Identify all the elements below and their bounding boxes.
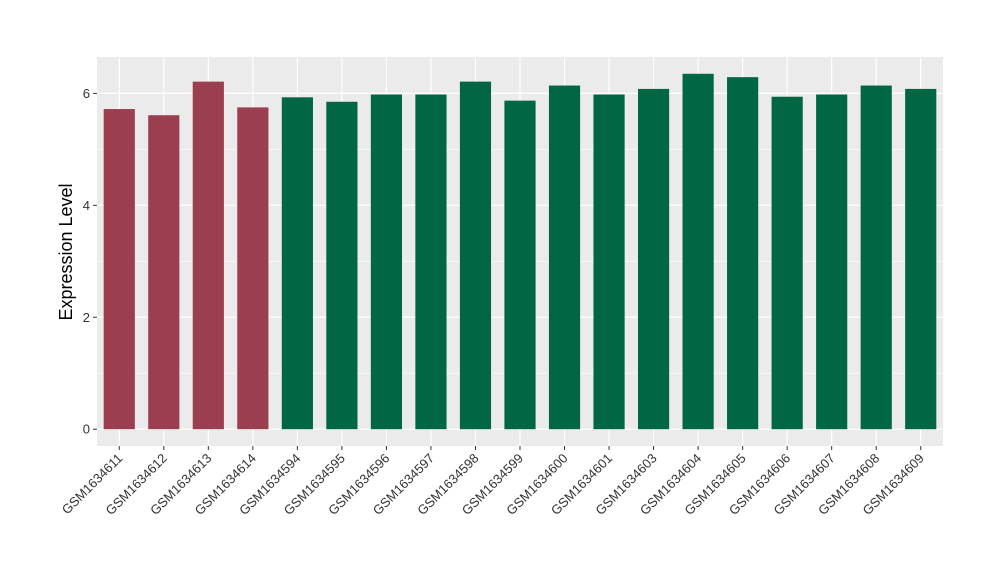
bar-GSM1634607 <box>816 94 848 430</box>
y-tick-label: 4 <box>83 198 90 213</box>
bar-GSM1634604 <box>682 73 714 430</box>
bar-GSM1634609 <box>905 88 937 430</box>
bar-GSM1634613 <box>192 81 224 430</box>
bar-GSM1634606 <box>771 96 803 430</box>
bar-GSM1634599 <box>504 100 536 430</box>
bar-GSM1634612 <box>148 115 180 430</box>
bar-GSM1634600 <box>548 85 581 430</box>
bar-GSM1634595 <box>326 101 358 430</box>
y-tick-label: 6 <box>83 86 90 101</box>
y-axis: 0 2 4 6 <box>83 86 97 437</box>
bar-GSM1634601 <box>593 94 625 430</box>
y-tick-label: 0 <box>83 422 90 437</box>
bar-GSM1634598 <box>459 81 492 430</box>
bars <box>103 73 937 430</box>
x-axis: GSM1634611GSM1634612GSM1634613GSM1634614… <box>59 446 927 518</box>
y-tick-label: 2 <box>83 310 90 325</box>
y-axis-title: Expression Level <box>56 183 76 320</box>
bar-GSM1634611 <box>103 109 135 430</box>
bar-GSM1634605 <box>727 77 759 430</box>
bar-GSM1634596 <box>370 94 403 430</box>
bar-GSM1634594 <box>281 97 313 430</box>
bar-GSM1634597 <box>415 94 447 430</box>
bar-GSM1634614 <box>237 107 269 430</box>
bar-GSM1634603 <box>637 88 670 430</box>
bar-GSM1634608 <box>860 85 892 430</box>
